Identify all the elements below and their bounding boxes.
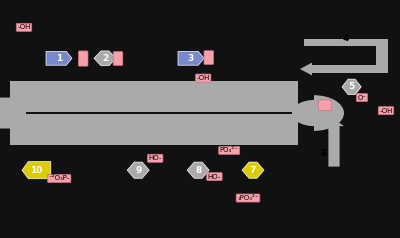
Text: PO₃²⁻: PO₃²⁻ (220, 147, 239, 154)
Bar (10, 81, 298, 112)
Text: 5: 5 (348, 82, 355, 91)
Text: 4: 4 (343, 34, 349, 43)
Text: -OH: -OH (17, 24, 31, 30)
FancyArrow shape (300, 63, 330, 75)
Text: ⁻²O₃P-: ⁻²O₃P- (48, 175, 70, 182)
Text: 7: 7 (250, 166, 256, 175)
FancyBboxPatch shape (78, 51, 88, 66)
FancyArrow shape (324, 119, 344, 167)
Wedge shape (292, 95, 344, 131)
Text: 1: 1 (56, 54, 62, 63)
Text: 6: 6 (320, 149, 326, 158)
FancyBboxPatch shape (113, 52, 123, 65)
Text: HO-: HO- (148, 155, 162, 161)
Text: 9: 9 (135, 166, 141, 175)
Polygon shape (46, 51, 72, 65)
Bar (10, 114, 298, 145)
Polygon shape (242, 162, 264, 178)
Text: 3: 3 (188, 54, 194, 63)
Polygon shape (187, 162, 209, 178)
Bar (312, 65, 388, 73)
Text: 8: 8 (195, 166, 201, 175)
Polygon shape (342, 79, 361, 94)
Bar (304, 39, 388, 46)
Text: HO-: HO- (208, 174, 221, 180)
FancyBboxPatch shape (204, 51, 214, 64)
Text: 2: 2 (102, 54, 108, 63)
Text: -OH: -OH (379, 108, 393, 114)
Polygon shape (94, 51, 116, 66)
Text: O⁻: O⁻ (358, 94, 366, 101)
Text: ₁PO₃²⁻: ₁PO₃²⁻ (237, 195, 259, 201)
FancyBboxPatch shape (318, 100, 331, 110)
Text: 10: 10 (30, 166, 42, 175)
Polygon shape (178, 51, 204, 65)
Text: -OH: -OH (196, 75, 210, 81)
Polygon shape (22, 162, 51, 179)
Polygon shape (127, 162, 149, 178)
Bar (376, 43, 388, 73)
FancyArrow shape (0, 94, 26, 132)
